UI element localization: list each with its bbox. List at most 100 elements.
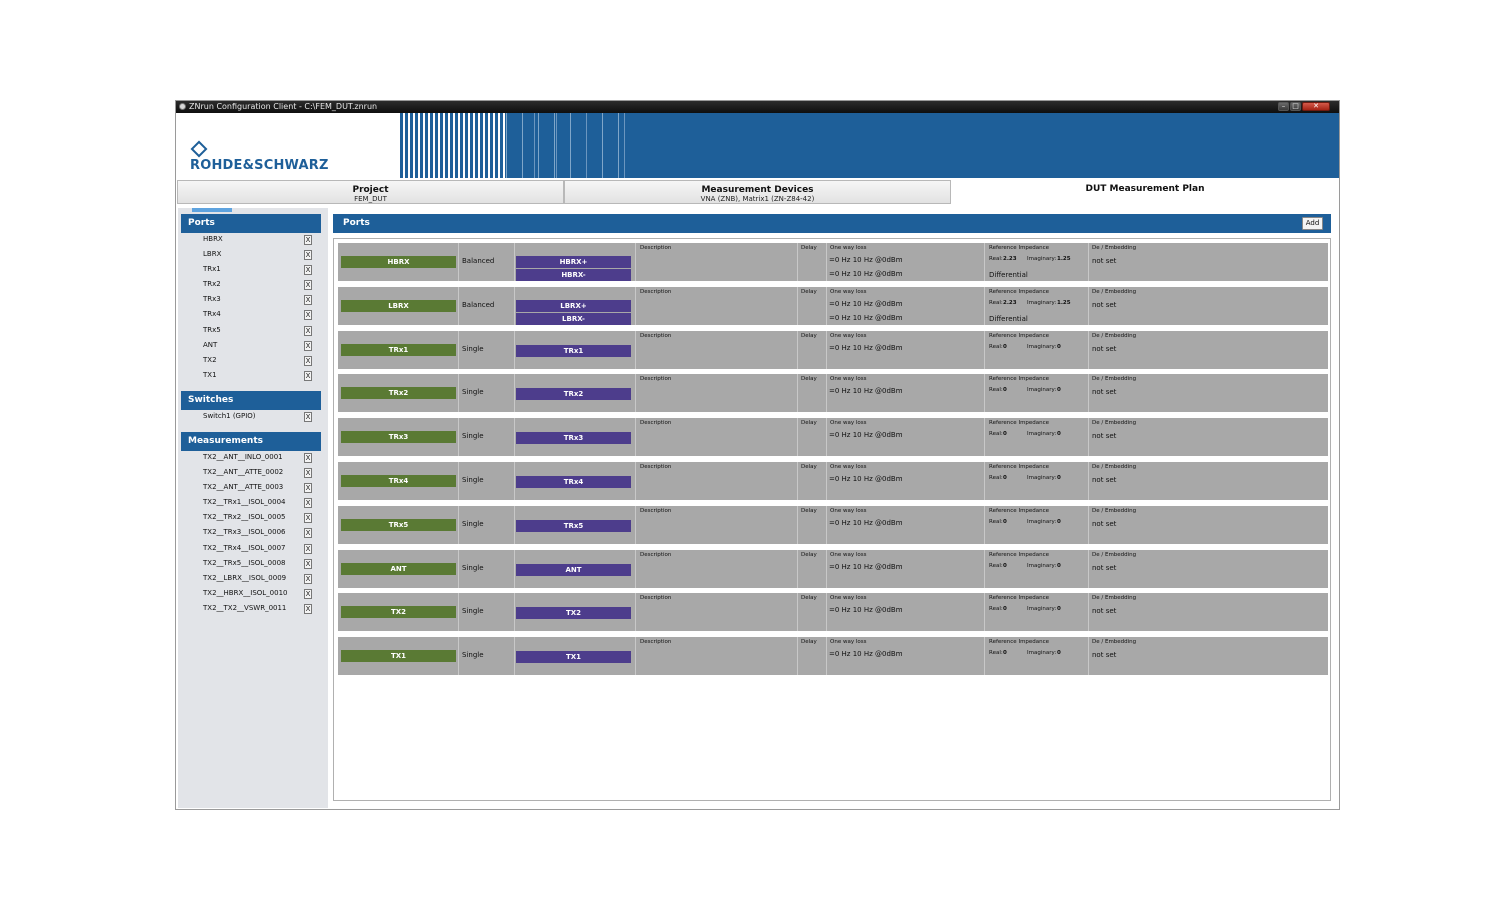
- remove-measurement-button[interactable]: X: [304, 543, 312, 554]
- maximize-button[interactable]: □: [1290, 102, 1301, 111]
- port-item[interactable]: TX2 X: [178, 354, 328, 369]
- physical-port[interactable]: TRx3: [516, 432, 631, 445]
- remove-measurement-button[interactable]: X: [304, 573, 312, 584]
- imaginary-value[interactable]: 0: [1057, 562, 1061, 569]
- port-row[interactable]: ANT Single ANT Description Delay One way loss…: [338, 549, 1328, 588]
- physical-port[interactable]: TX2: [516, 607, 631, 620]
- loss-value[interactable]: =0 Hz 10 Hz @0dBm: [829, 518, 903, 527]
- measurement-item[interactable]: TX2__TRx1__ISOL_0004 X: [178, 496, 328, 511]
- physical-port[interactable]: HBRX+: [516, 256, 631, 268]
- port-item[interactable]: HBRX X: [178, 233, 328, 248]
- port-item[interactable]: TX1 X: [178, 369, 328, 384]
- logical-port-name[interactable]: ANT: [341, 562, 456, 575]
- measurement-item[interactable]: TX2__ANT__ATTE_0002 X: [178, 466, 328, 481]
- logical-port-name[interactable]: HBRX: [341, 256, 456, 268]
- tab-dut-measurement-plan[interactable]: DUT Measurement Plan: [951, 180, 1339, 204]
- loss-value[interactable]: =0 Hz 10 Hz @0dBm: [829, 343, 903, 352]
- remove-measurement-button[interactable]: X: [304, 468, 312, 479]
- imaginary-value[interactable]: 1.25: [1057, 256, 1071, 262]
- port-row[interactable]: TRx3 Single TRx3 Description Delay One way lo…: [338, 418, 1328, 457]
- tab-measurement-devices[interactable]: Measurement Devices VNA (ZNB), Matrix1 (…: [564, 180, 951, 204]
- remove-port-button[interactable]: X: [304, 325, 312, 336]
- real-value[interactable]: 0: [1003, 475, 1007, 481]
- imaginary-value[interactable]: 0: [1057, 518, 1061, 525]
- remove-measurement-button[interactable]: X: [304, 528, 312, 539]
- measurements-section-header[interactable]: Measurements: [181, 432, 321, 451]
- real-value[interactable]: 2.23: [1003, 256, 1017, 262]
- remove-port-button[interactable]: X: [304, 235, 312, 245]
- port-row[interactable]: TRx4 Single TRx4 Description Delay One way lo…: [338, 462, 1328, 500]
- deembedding-value[interactable]: not set: [1092, 651, 1117, 660]
- real-value[interactable]: 0: [1003, 343, 1007, 350]
- remove-port-button[interactable]: X: [304, 310, 312, 321]
- remove-measurement-button[interactable]: X: [304, 603, 312, 614]
- deembedding-value[interactable]: not set: [1092, 388, 1117, 397]
- port-item[interactable]: TRx1 X: [178, 263, 328, 278]
- port-row[interactable]: TRx2 Single TRx2 Description Delay One way lo…: [338, 374, 1328, 413]
- imaginary-value[interactable]: 0: [1057, 343, 1061, 350]
- loss-value[interactable]: =0 Hz 10 Hz @0dBm: [829, 313, 903, 322]
- loss-value[interactable]: =0 Hz 10 Hz @0dBm: [829, 270, 903, 278]
- measurement-item[interactable]: TX2__TRx3__ISOL_0006 X: [178, 526, 328, 541]
- deembedding-value[interactable]: not set: [1092, 476, 1117, 484]
- deembedding-value[interactable]: not set: [1092, 300, 1117, 309]
- switches-section-header[interactable]: Switches: [181, 391, 321, 410]
- remove-port-button[interactable]: X: [304, 340, 312, 351]
- logical-port-name[interactable]: TRx5: [341, 518, 456, 531]
- port-row[interactable]: LBRX Balanced LBRX+ LBRX- Description Delay On…: [338, 286, 1328, 325]
- remove-switch-button[interactable]: X: [304, 412, 312, 422]
- logical-port-name[interactable]: TRx2: [341, 387, 456, 400]
- remove-measurement-button[interactable]: X: [304, 558, 312, 569]
- physical-port[interactable]: LBRX+: [516, 299, 631, 312]
- loss-value[interactable]: =0 Hz 10 Hz @0dBm: [829, 606, 903, 615]
- measurement-item[interactable]: TX2__TX2__VSWR_0011 X: [178, 602, 328, 617]
- physical-port[interactable]: TRx5: [516, 519, 631, 532]
- remove-port-button[interactable]: X: [304, 295, 312, 306]
- remove-measurement-button[interactable]: X: [304, 588, 312, 599]
- port-row[interactable]: TX2 Single TX2 Description Delay One way loss…: [338, 593, 1328, 632]
- port-item[interactable]: TRx4 X: [178, 308, 328, 323]
- loss-value[interactable]: =0 Hz 10 Hz @0dBm: [829, 431, 903, 440]
- logical-port-name[interactable]: TRx3: [341, 431, 456, 444]
- imaginary-value[interactable]: 0: [1057, 387, 1061, 394]
- logical-port-name[interactable]: LBRX: [341, 299, 456, 312]
- physical-port[interactable]: TX1: [516, 651, 631, 664]
- measurement-item[interactable]: TX2__TRx4__ISOL_0007 X: [178, 542, 328, 557]
- port-item[interactable]: ANT X: [178, 339, 328, 354]
- remove-port-button[interactable]: X: [304, 280, 312, 291]
- port-row[interactable]: HBRX Balanced HBRX+ HBRX- Description Delay On…: [338, 243, 1328, 281]
- deembedding-value[interactable]: not set: [1092, 344, 1117, 353]
- logical-port-name[interactable]: TRx4: [341, 475, 456, 487]
- real-value[interactable]: 0: [1003, 562, 1007, 569]
- real-value[interactable]: 0: [1003, 518, 1007, 525]
- loss-value[interactable]: =0 Hz 10 Hz @0dBm: [829, 650, 903, 659]
- physical-port[interactable]: TRx1: [516, 344, 631, 357]
- physical-port[interactable]: TRx4: [516, 476, 631, 488]
- real-value[interactable]: 0: [1003, 387, 1007, 394]
- tab-project[interactable]: Project FEM_DUT: [177, 180, 564, 204]
- remove-measurement-button[interactable]: X: [304, 498, 312, 509]
- physical-port[interactable]: ANT: [516, 563, 631, 576]
- remove-port-button[interactable]: X: [304, 265, 312, 276]
- port-item[interactable]: LBRX X: [178, 248, 328, 263]
- measurement-item[interactable]: TX2__TRx2__ISOL_0005 X: [178, 511, 328, 526]
- switch-item[interactable]: Switch1 (GPIO) X: [178, 410, 328, 425]
- deembedding-value[interactable]: not set: [1092, 257, 1117, 265]
- physical-port[interactable]: HBRX-: [516, 269, 631, 281]
- loss-value[interactable]: =0 Hz 10 Hz @0dBm: [829, 299, 903, 308]
- imaginary-value[interactable]: 0: [1057, 431, 1061, 438]
- ports-section-header[interactable]: Ports: [181, 214, 321, 233]
- add-port-button[interactable]: Add: [1302, 217, 1323, 230]
- port-item[interactable]: TRx2 X: [178, 278, 328, 293]
- measurement-item[interactable]: TX2__TRx5__ISOL_0008 X: [178, 557, 328, 572]
- real-value[interactable]: 2.23: [1003, 299, 1017, 306]
- real-value[interactable]: 0: [1003, 650, 1007, 657]
- physical-port[interactable]: TRx2: [516, 388, 631, 401]
- deembedding-value[interactable]: not set: [1092, 432, 1117, 441]
- physical-port[interactable]: LBRX-: [516, 312, 631, 325]
- remove-measurement-button[interactable]: X: [304, 453, 312, 463]
- measurement-item[interactable]: TX2__ANT__ATTE_0003 X: [178, 481, 328, 496]
- real-value[interactable]: 0: [1003, 606, 1007, 613]
- deembedding-value[interactable]: not set: [1092, 519, 1117, 528]
- loss-value[interactable]: =0 Hz 10 Hz @0dBm: [829, 256, 903, 264]
